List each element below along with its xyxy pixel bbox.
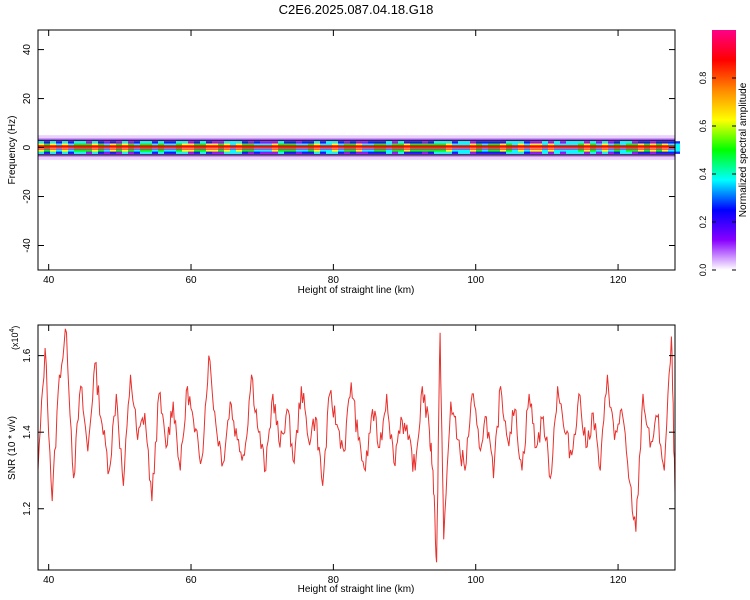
spectrogram-x-tick-label: 80	[328, 275, 340, 286]
snr-x-tick-label: 80	[328, 575, 340, 586]
colorbar-ticks: 0.0 0.2 0.4 0.6 0.8	[698, 72, 736, 277]
spectrogram-y-tick-label: -40	[22, 238, 33, 253]
snr-plot-area	[38, 325, 675, 570]
snr-scale-factor: (x104)	[9, 326, 20, 350]
spectrogram-frame	[37, 29, 676, 271]
snr-y-tick-label: 1.4	[22, 425, 33, 439]
snr-y-tick-label: 1.6	[22, 348, 33, 362]
snr-x-axis-label: Height of straight line (km)	[298, 584, 415, 595]
colorbar-gradient	[712, 30, 736, 270]
colorbar: 0.0 0.2 0.4 0.6 0.8 Normalized spectral ampl…	[698, 30, 749, 276]
snr-series-line	[37, 328, 676, 563]
snr-y-axis-label: SNR (10 * v/v)	[7, 416, 18, 480]
chart-title: C2E6.2025.087.04.18.G18	[279, 2, 434, 17]
spectrogram-x-ticks: 40 60 80 100 120	[43, 30, 627, 286]
spectrogram-panel: 40 60 80 100 120 40 20 0 -20 -40 Height of strai…	[7, 29, 680, 296]
snr-scale-base: (x10	[10, 332, 20, 350]
spectrogram-x-axis-label: Height of straight line (km)	[298, 285, 415, 296]
spectrogram-cell-mid	[674, 143, 680, 152]
spectrogram-y-axis-label: Frequency (Hz)	[7, 116, 18, 185]
colorbar-tick-label: 0.2	[698, 216, 708, 229]
snr-scale-close: )	[10, 326, 20, 329]
snr-x-ticks: 40 60 80 100 120	[43, 325, 627, 586]
snr-x-tick-label: 100	[467, 575, 484, 586]
colorbar-tick-label: 0.6	[698, 120, 708, 133]
snr-scale-exponent: 4	[9, 328, 16, 332]
colorbar-label: Normalized spectral amplitude	[738, 82, 749, 217]
spectrogram-y-tick-label: -20	[22, 189, 33, 204]
spectrogram-y-tick-label: 0	[22, 144, 33, 150]
spectrogram-x-tick-label: 120	[610, 275, 627, 286]
spectrogram-x-tick-label: 40	[43, 275, 55, 286]
spectrogram-x-tick-label: 60	[185, 275, 197, 286]
snr-x-tick-label: 40	[43, 575, 55, 586]
spectrogram-band	[38, 135, 680, 160]
spectrogram-y-tick-label: 40	[22, 44, 33, 56]
colorbar-tick-label: 0.0	[698, 264, 708, 277]
snr-panel: 40 60 80 100 120 1.2 1.4 1.6 (x104) SNR (10 * …	[7, 324, 676, 595]
spectrogram-y-tick-label: 20	[22, 93, 33, 105]
snr-frame	[37, 324, 676, 571]
spectrogram-x-tick-label: 100	[467, 275, 484, 286]
snr-y-ticks: 1.2 1.4 1.6	[22, 348, 675, 516]
snr-x-tick-label: 120	[610, 575, 627, 586]
snr-x-tick-label: 60	[185, 575, 197, 586]
snr-y-tick-label: 1.2	[22, 501, 33, 515]
spectrogram-y-ticks: 40 20 0 -20 -40	[22, 44, 675, 253]
colorbar-tick-label: 0.8	[698, 72, 708, 85]
colorbar-tick-label: 0.4	[698, 168, 708, 181]
